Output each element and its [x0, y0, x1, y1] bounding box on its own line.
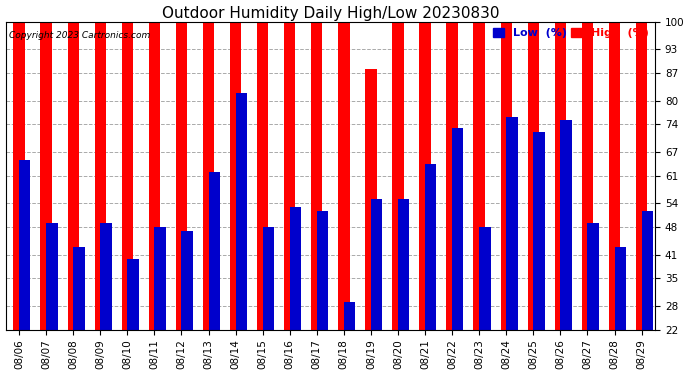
Bar [420, 22, 431, 375]
Bar [235, 93, 247, 375]
Bar [338, 22, 350, 375]
Bar [13, 22, 25, 375]
Bar [365, 69, 377, 375]
Bar [528, 22, 539, 375]
Bar [208, 172, 220, 375]
Bar [100, 223, 112, 375]
Bar [41, 22, 52, 375]
Legend: Low  (%), High  (%): Low (%), High (%) [492, 27, 649, 40]
Bar [609, 22, 620, 375]
Title: Outdoor Humidity Daily High/Low 20230830: Outdoor Humidity Daily High/Low 20230830 [161, 6, 499, 21]
Bar [452, 128, 464, 375]
Bar [398, 200, 409, 375]
Bar [587, 223, 599, 375]
Bar [473, 22, 485, 375]
Bar [257, 22, 268, 375]
Bar [446, 22, 457, 375]
Bar [46, 223, 57, 375]
Bar [263, 227, 274, 375]
Bar [155, 227, 166, 375]
Bar [393, 22, 404, 375]
Bar [615, 247, 626, 375]
Bar [230, 22, 241, 375]
Bar [19, 160, 30, 375]
Bar [560, 120, 572, 375]
Bar [128, 259, 139, 375]
Bar [311, 22, 322, 375]
Bar [344, 302, 355, 375]
Text: Copyright 2023 Cartronics.com: Copyright 2023 Cartronics.com [9, 31, 150, 40]
Bar [425, 164, 436, 375]
Bar [73, 247, 85, 375]
Bar [533, 132, 544, 375]
Bar [317, 211, 328, 375]
Bar [181, 231, 193, 375]
Bar [636, 22, 647, 375]
Bar [203, 22, 214, 375]
Bar [68, 22, 79, 375]
Bar [642, 211, 653, 375]
Bar [176, 22, 187, 375]
Bar [121, 22, 133, 375]
Bar [500, 22, 512, 375]
Bar [555, 22, 566, 375]
Bar [284, 22, 295, 375]
Bar [149, 22, 160, 375]
Bar [290, 207, 301, 375]
Bar [582, 22, 593, 375]
Bar [95, 22, 106, 375]
Bar [479, 227, 491, 375]
Bar [506, 117, 518, 375]
Bar [371, 200, 382, 375]
